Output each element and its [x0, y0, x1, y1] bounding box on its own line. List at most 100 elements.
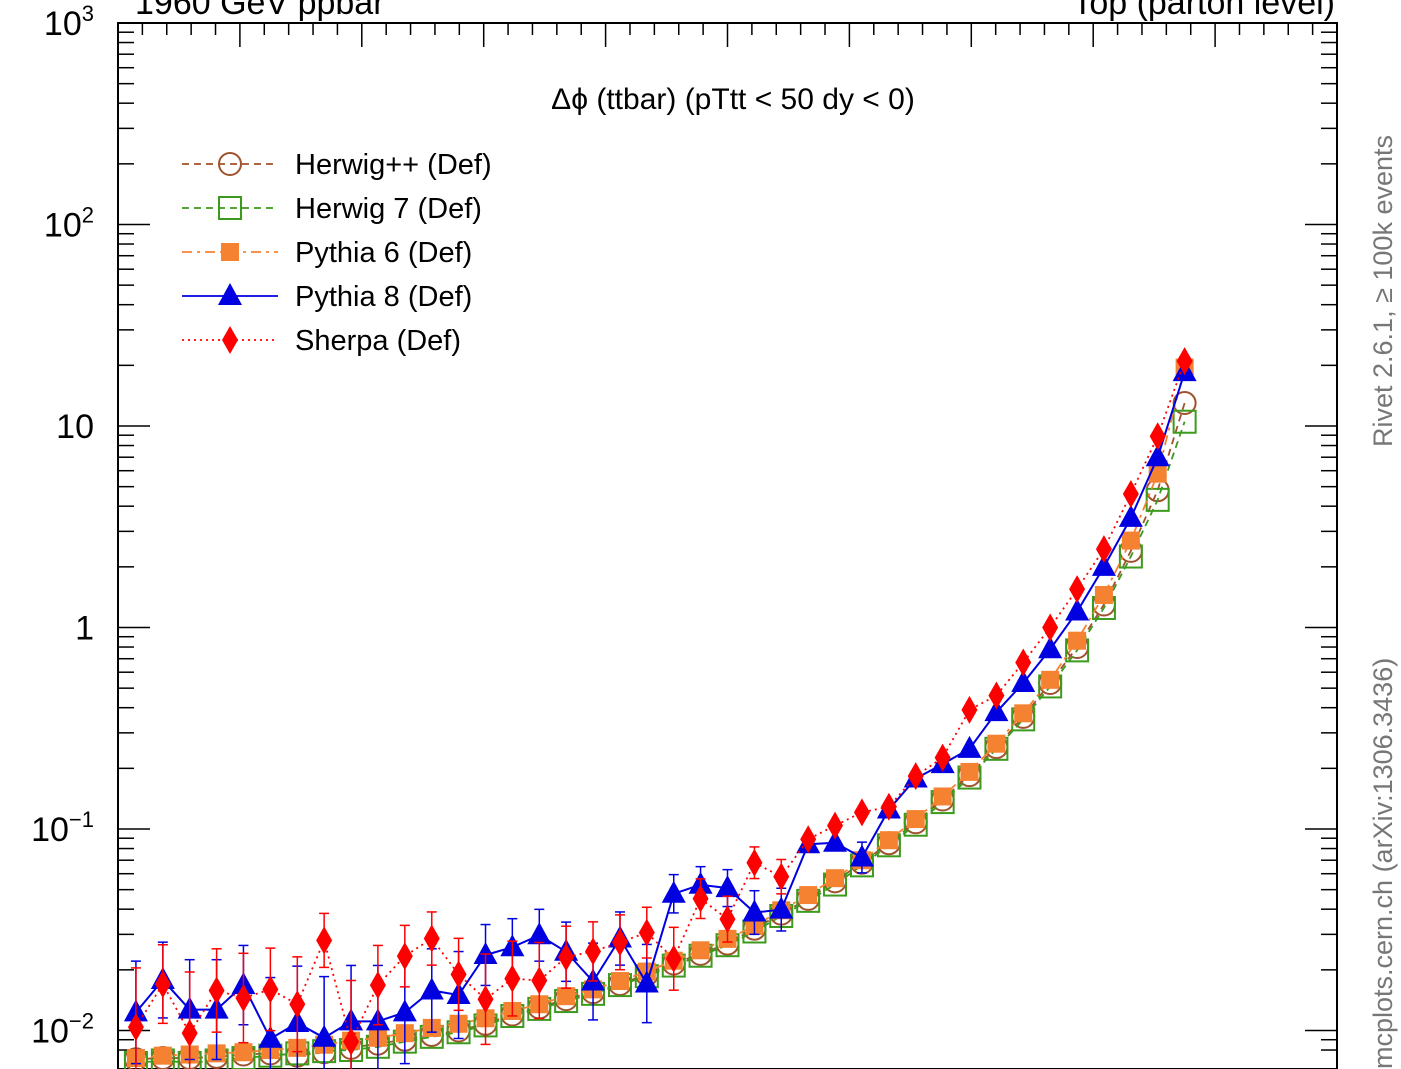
data-point — [450, 960, 467, 989]
data-point — [827, 811, 844, 840]
data-point — [879, 831, 898, 850]
data-point — [392, 999, 417, 1022]
data-point — [1145, 444, 1170, 467]
data-series — [123, 347, 1197, 1069]
data-point — [719, 905, 736, 934]
data-point — [258, 1025, 283, 1048]
data-point — [154, 970, 171, 999]
data-point — [585, 937, 602, 966]
data-point — [1172, 409, 1197, 434]
header-left-text: 1960 GeV ppbar — [135, 0, 385, 22]
legend-label: Pythia 6 (Def) — [295, 237, 472, 269]
chart-title: Δϕ (ttbar) (pTtt < 50 dy < 0) — [551, 83, 915, 116]
data-point — [1041, 670, 1060, 689]
data-point — [1121, 531, 1140, 550]
data-point — [181, 1019, 198, 1048]
data-point — [1145, 487, 1170, 512]
data-point — [218, 283, 242, 305]
legend-entry: Herwig 7 (Def) — [182, 193, 482, 225]
data-point — [1176, 347, 1193, 376]
data-point — [1118, 504, 1143, 527]
legend-entry: Pythia 8 (Def) — [182, 281, 472, 313]
data-point — [208, 976, 225, 1005]
data-point — [1014, 704, 1033, 723]
data-point — [987, 734, 1006, 753]
data-point — [1091, 553, 1116, 576]
data-point — [262, 975, 279, 1004]
data-point — [880, 792, 897, 821]
data-point — [800, 825, 817, 854]
data-point — [504, 964, 521, 993]
legend-label: Pythia 8 (Def) — [295, 281, 472, 313]
data-point — [289, 990, 306, 1019]
data-point — [558, 943, 575, 972]
y-tick-label: 10−2 — [31, 1009, 94, 1051]
data-point — [742, 899, 767, 922]
data-point — [473, 941, 498, 964]
data-point — [984, 699, 1009, 722]
data-point — [960, 762, 979, 781]
series-line — [135, 402, 1186, 1061]
legend-entry: Pythia 6 (Def) — [182, 237, 472, 269]
data-point — [218, 196, 242, 220]
data-point — [419, 977, 444, 1000]
data-point — [1042, 613, 1059, 642]
data-point — [423, 924, 440, 953]
series-line — [135, 367, 1186, 1059]
data-point — [396, 942, 413, 971]
y-tick-labels: 10−2 10−1 1 10 102 103 — [31, 1, 94, 1051]
data-point — [746, 848, 763, 877]
y-tick-label: 103 — [44, 1, 94, 43]
data-point — [557, 987, 576, 1006]
data-point — [961, 695, 978, 724]
data-point — [1172, 391, 1197, 416]
series-pythia-8-def- — [123, 359, 1197, 1069]
data-point — [853, 798, 870, 827]
data-point — [849, 844, 874, 867]
legend: Herwig++ (Def) Herwig 7 (Def) Pythia 6 (De… — [182, 149, 492, 357]
y-tick-label: 102 — [44, 203, 94, 245]
data-point — [826, 869, 845, 888]
data-point — [1095, 535, 1112, 564]
data-point — [638, 918, 655, 947]
data-point — [934, 743, 951, 772]
data-point — [222, 326, 238, 354]
data-point — [773, 862, 790, 891]
series-sherpa-def- — [127, 347, 1193, 1069]
data-point — [527, 922, 552, 945]
data-point — [906, 810, 925, 829]
legend-entry: Herwig++ (Def) — [182, 149, 492, 181]
series-herwig-7-def- — [123, 409, 1197, 1069]
y-tick-label: 10 — [56, 408, 94, 446]
data-point — [933, 787, 952, 806]
data-point — [1065, 598, 1090, 621]
data-point — [634, 970, 659, 993]
y-tick-label: 1 — [75, 610, 94, 648]
legend-label: Sherpa (Def) — [295, 325, 461, 357]
data-point — [823, 829, 848, 852]
data-point — [1015, 648, 1032, 677]
data-point — [665, 944, 682, 973]
data-point — [312, 1024, 337, 1047]
data-point — [1069, 575, 1086, 604]
legend-label: Herwig 7 (Def) — [295, 193, 482, 225]
data-point — [799, 886, 818, 905]
data-point — [691, 941, 710, 960]
data-point — [692, 884, 709, 913]
data-point — [153, 1046, 172, 1065]
data-point — [218, 152, 242, 176]
data-point — [1122, 479, 1139, 508]
side-label-rivet: Rivet 2.6.1, ≥ 100k events — [1368, 135, 1398, 447]
data-point — [715, 875, 740, 898]
data-point — [1038, 636, 1063, 659]
data-point — [531, 966, 548, 995]
y-tick-label: 10−1 — [31, 807, 94, 849]
side-label-mcplots: mcplots.cern.ch (arXiv:1306.3436) — [1368, 658, 1398, 1069]
data-point — [957, 735, 982, 758]
data-point — [343, 1027, 360, 1056]
data-point — [611, 928, 628, 957]
data-point — [316, 926, 333, 955]
data-point — [610, 972, 629, 991]
data-point — [661, 880, 686, 903]
